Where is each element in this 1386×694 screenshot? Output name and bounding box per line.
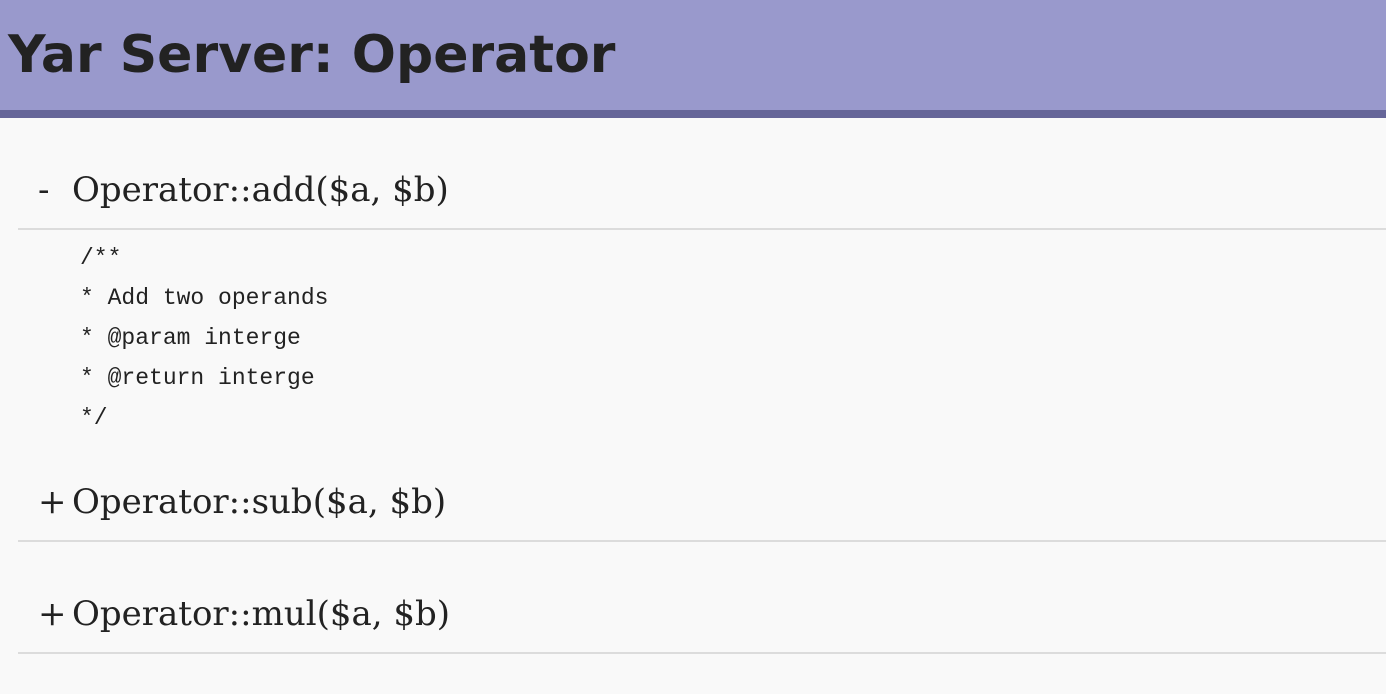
page-header: Yar Server: Operator: [0, 0, 1386, 118]
method-mul: + Operator::mul($a, $b): [18, 576, 1386, 654]
collapse-toggle-icon[interactable]: -: [38, 170, 50, 210]
doc-line: */: [80, 405, 108, 431]
expand-toggle-icon[interactable]: +: [38, 594, 67, 634]
method-sub: + Operator::sub($a, $b): [18, 464, 1386, 542]
expand-toggle-icon[interactable]: +: [38, 482, 67, 522]
method-header-sub[interactable]: + Operator::sub($a, $b): [18, 464, 1386, 542]
doc-line: /**: [80, 245, 122, 271]
page-title: Yar Server: Operator: [8, 25, 616, 85]
doc-line: * @return interge: [80, 365, 315, 391]
method-doc-comment: /** * Add two operands * @param interge …: [18, 230, 1386, 438]
method-header-mul[interactable]: + Operator::mul($a, $b): [18, 576, 1386, 654]
method-signature: Operator::add($a, $b): [72, 170, 449, 210]
doc-line: * @param interge: [80, 325, 301, 351]
method-header-add[interactable]: - Operator::add($a, $b): [18, 152, 1386, 230]
doc-line: * Add two operands: [80, 285, 329, 311]
method-add: - Operator::add($a, $b) /** * Add two ope…: [18, 152, 1386, 438]
method-signature: Operator::mul($a, $b): [72, 594, 451, 634]
method-signature: Operator::sub($a, $b): [72, 482, 447, 522]
